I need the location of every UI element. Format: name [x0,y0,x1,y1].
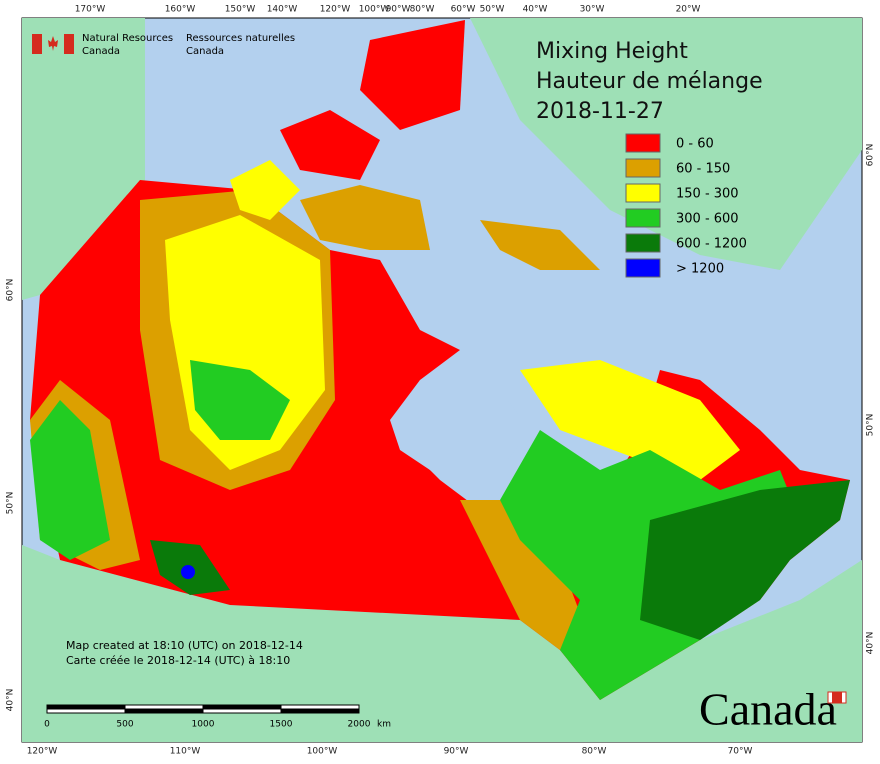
legend: 0 - 60 60 - 150 150 - 300 300 - 600 600 - 12… [625,133,747,278]
scale-segment [202,704,282,710]
graticule-label: 60°N [6,279,16,302]
legend-label: 600 - 1200 [676,237,747,252]
scale-segment [124,708,204,714]
credit-en: Map created at 18:10 (UTC) on 2018-12-14 [66,639,303,652]
legend-swatch [625,258,661,278]
field-300-600-north [190,360,290,440]
scale-segment [202,708,282,714]
scale-segment [46,708,126,714]
title-date: 2018-11-27 [536,99,664,124]
header: Natural Resources Canada Ressources natu… [32,33,295,57]
scale-segment [124,704,204,710]
graticule-label: 140°W [267,5,298,15]
graticule-label: 90°W [386,5,411,15]
graticule-label: 120°W [27,747,58,757]
graticule-label: 60°W [451,5,476,15]
graticule-label: 110°W [170,747,201,757]
graticule-label: 50°N [866,414,876,437]
field-ontario-orange [460,500,590,650]
legend-swatch [625,133,661,153]
graticule-label: 120°W [320,5,351,15]
graticule-label: 150°W [225,5,256,15]
wordmark: Canada [699,684,837,735]
graticule-label: 30°W [580,5,605,15]
flag-bar [32,34,42,54]
org-en: Natural Resources [82,33,173,44]
field-labrador-yellow [520,360,740,480]
baffin-orange [480,220,600,270]
graticule-label: 50°W [480,5,505,15]
title: Mixing Height Hauteur de mélange 2018-11… [536,39,763,124]
legend-label: 60 - 150 [676,162,730,177]
arctic-island-4 [230,160,300,220]
title-en: Mixing Height [536,39,688,64]
graticule-label: 160°W [165,5,196,15]
scale-bar: 0 500 1000 1500 2000 km [44,704,391,730]
graticule-label: 50°N [6,492,16,515]
title-fr: Hauteur de mélange [536,69,763,94]
greenland [470,18,862,270]
canada-fields [30,20,850,700]
arctic-island-2 [360,20,465,130]
graticule-label: 100°W [307,747,338,757]
graticule-label: 90°W [444,747,469,757]
graticule-label: 100°W [359,5,390,15]
hudson-bay [390,380,530,490]
scale-label: 1000 [192,720,215,730]
field-east-dark-green [640,480,850,640]
graticule-label: 170°W [75,5,106,15]
graticule-label: 40°N [866,632,876,655]
scale-segment [280,708,360,714]
united-states [22,545,862,742]
alaska [22,18,145,300]
legend-label: > 1200 [676,262,724,277]
scale-label: 0 [44,720,50,730]
field-west-coast-green [30,400,110,560]
neighbour-land [22,18,862,742]
graticule-label: 40°N [6,689,16,712]
graticule-label: 20°W [676,5,701,15]
flag-bar [64,34,74,54]
wordmark-flag [832,692,842,703]
org-fr: Canada [186,46,224,57]
legend-swatch [625,183,661,203]
scale-label: 2000 [348,720,371,730]
graticule-label: 70°W [728,747,753,757]
graticule-label: 60°N [866,144,876,167]
legend-label: 300 - 600 [676,212,739,227]
scale-unit: km [377,720,391,730]
graticule: 170°W 160°W 150°W 140°W 120°W 100°W90°W 80°W 60… [6,5,876,757]
field-over-1200 [181,565,195,579]
legend-swatch [625,158,661,178]
scale-label: 500 [116,720,133,730]
legend-swatch [625,233,661,253]
arctic-island-1 [280,110,380,180]
legend-label: 150 - 300 [676,187,739,202]
flag-leaf [48,36,58,51]
legend-swatch [625,208,661,228]
scale-segment [280,704,360,710]
graticule-label: 80°W [582,747,607,757]
graticule-label: 40°W [523,5,548,15]
graticule-label: 80°W [410,5,435,15]
scale-segment [46,704,126,710]
org-en: Canada [82,46,120,57]
arctic-island-3 [300,185,430,250]
org-fr: Ressources naturelles [186,33,295,44]
legend-label: 0 - 60 [676,137,714,152]
credit-fr: Carte créée le 2018-12-14 (UTC) à 18:10 [66,654,290,667]
credits: Map created at 18:10 (UTC) on 2018-12-14… [66,639,303,667]
scale-label: 1500 [270,720,293,730]
